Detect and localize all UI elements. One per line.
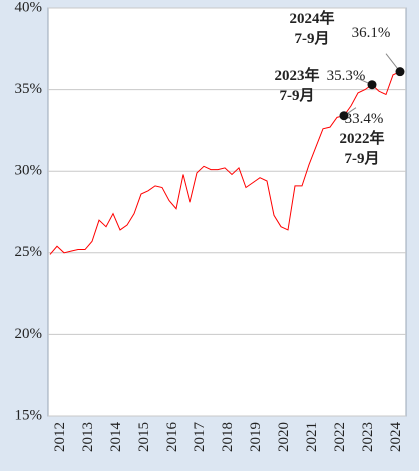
value-label: 36.1% — [352, 25, 391, 41]
point-note: 7-9月 — [345, 150, 380, 167]
x-tick-label: 2018 — [220, 422, 236, 452]
y-tick-label: 35% — [15, 81, 43, 97]
point-note: 2024年 — [289, 9, 334, 27]
x-tick-label: 2021 — [304, 422, 320, 452]
point-note: 7-9月 — [280, 87, 315, 104]
value-label: 35.3% — [327, 68, 366, 84]
y-tick-label: 40% — [15, 0, 43, 15]
x-tick-label: 2016 — [164, 422, 180, 453]
x-tick-label: 2023 — [360, 422, 376, 452]
highlight-point — [339, 111, 349, 121]
x-tick-label: 2013 — [80, 422, 96, 452]
point-note: 7-9月 — [295, 30, 330, 47]
x-tick-label: 2012 — [52, 422, 68, 452]
x-tick-label: 2015 — [136, 422, 152, 452]
point-note: 2023年 — [274, 66, 319, 84]
value-label: 33.4% — [345, 111, 384, 127]
y-tick-label: 30% — [15, 163, 43, 179]
y-tick-label: 25% — [15, 244, 43, 260]
x-tick-label: 2019 — [248, 422, 264, 452]
y-tick-label: 15% — [15, 407, 43, 423]
x-tick-label: 2024 — [388, 422, 404, 453]
x-tick-label: 2022 — [332, 422, 348, 452]
highlight-point — [395, 67, 405, 77]
y-tick-label: 20% — [15, 326, 43, 342]
x-tick-label: 2014 — [108, 422, 124, 453]
plot-area — [47, 7, 407, 417]
x-tick-label: 2017 — [192, 422, 208, 453]
highlight-point — [367, 80, 377, 90]
point-note: 2022年 — [339, 129, 384, 147]
x-tick-label: 2020 — [276, 422, 292, 452]
